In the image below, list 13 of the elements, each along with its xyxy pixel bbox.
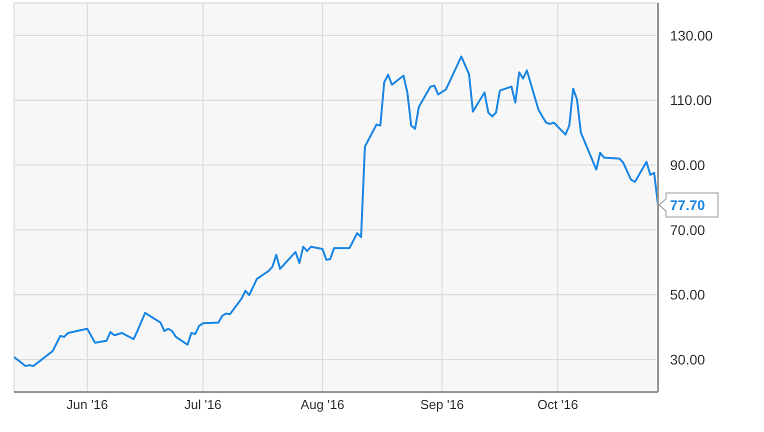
y-tick-label: 130.00 [670, 27, 714, 44]
line-series [14, 55, 658, 368]
x-tick-label: Jun '16 [66, 397, 108, 412]
y-tick-label: 110.00 [670, 92, 712, 108]
y-tick-label: 30.00 [670, 352, 706, 368]
y-tick-label: 50.00 [670, 286, 706, 303]
x-tick-label: Sep '16 [420, 397, 464, 412]
x-tick-label: Jul '16 [184, 397, 222, 412]
annotation: 77.70 [670, 196, 706, 213]
y-tick-label: 90.00 [670, 157, 706, 174]
x-tick-label: Oct '16 [537, 397, 578, 412]
y-tick-label: 70.00 [670, 222, 706, 238]
x-tick-label: Aug '16 [300, 397, 344, 412]
